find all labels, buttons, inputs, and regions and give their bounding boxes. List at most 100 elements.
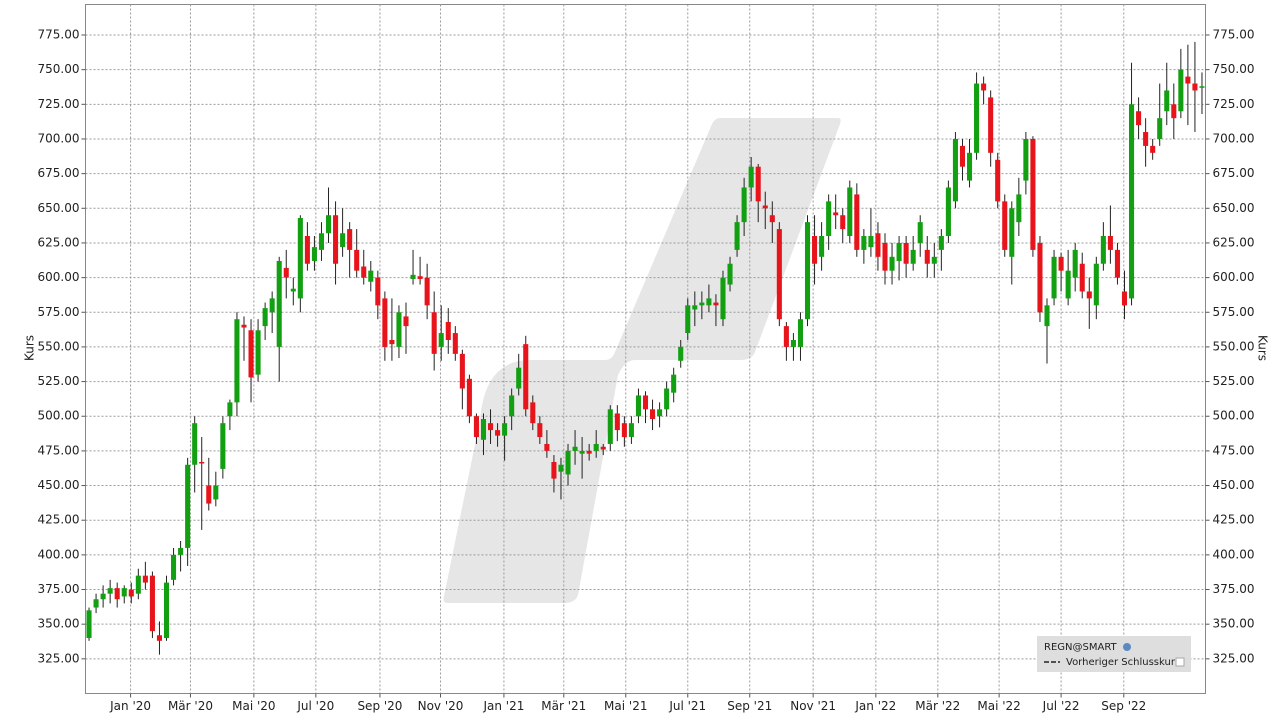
candle-body: [269, 298, 275, 313]
candle-body: [523, 344, 529, 410]
y-tick-label-right: 575.00: [1213, 305, 1255, 319]
legend-box: [1037, 636, 1191, 672]
candle-body: [318, 233, 325, 250]
candle-body: [1002, 201, 1008, 250]
y-axis-label: Kurs: [23, 335, 37, 361]
x-tick-label: Jan '21: [482, 699, 524, 713]
candle-body: [325, 215, 332, 234]
x-tick-label: Nov '20: [418, 699, 464, 713]
candle-body: [1171, 104, 1177, 119]
candle-body: [614, 413, 620, 431]
candle-body: [1129, 104, 1135, 299]
y-tick-label: 600.00: [38, 270, 80, 284]
y-tick-label: 625.00: [38, 235, 80, 249]
candle-body: [142, 575, 148, 583]
y-tick-label: 575.00: [38, 305, 80, 319]
candle-body: [600, 446, 606, 450]
candle-body: [1178, 69, 1184, 112]
candle-body: [931, 256, 937, 264]
y-tick-label: 650.00: [38, 201, 80, 215]
x-tick-label: Mai '20: [232, 699, 275, 713]
candle-body: [135, 575, 141, 594]
candle-body: [114, 588, 120, 600]
legend: REGN@SMART Vorheriger Schlusskurs: [1037, 636, 1191, 672]
candle-body: [445, 321, 451, 340]
candle-body: [452, 333, 458, 354]
y-tick-label-right: 425.00: [1213, 513, 1255, 527]
y-tick-label-right: 450.00: [1213, 478, 1255, 492]
candle-body: [516, 367, 522, 389]
candle-body: [924, 249, 930, 264]
candle-body: [1199, 86, 1205, 88]
candle-body: [340, 233, 346, 248]
candle-body: [1164, 90, 1170, 112]
x-tick-label: Sep '20: [357, 699, 402, 713]
candle-body: [417, 276, 423, 279]
candle-body: [1030, 138, 1036, 250]
y-tick-label-right: 550.00: [1213, 339, 1255, 353]
candle-body: [199, 461, 205, 464]
candle-body: [657, 409, 663, 417]
candle-body: [854, 194, 860, 250]
candle-body: [354, 249, 360, 271]
y-tick-label: 500.00: [38, 409, 80, 423]
candle-body: [1044, 305, 1050, 327]
candle-body: [241, 324, 247, 328]
candle-body: [755, 166, 761, 202]
candle-body: [847, 187, 853, 237]
candle-body: [1009, 208, 1015, 257]
candle-body: [410, 274, 416, 279]
candle-body: [727, 263, 733, 285]
candle-body: [283, 267, 289, 278]
candle-body: [347, 229, 353, 250]
y-tick-label-right: 400.00: [1213, 547, 1255, 561]
candle-body: [741, 187, 747, 223]
candle-body: [783, 326, 789, 347]
candle-body: [248, 330, 254, 378]
x-tick-label: Mär '22: [915, 699, 960, 713]
candle-body: [628, 423, 634, 438]
candle-body: [93, 599, 99, 608]
candle-body: [368, 270, 374, 282]
candle-body: [502, 423, 508, 436]
candle-body: [375, 277, 381, 306]
candle-body: [819, 236, 825, 257]
candle-body: [396, 312, 402, 347]
candle-body: [635, 395, 641, 417]
candle-body: [868, 236, 874, 248]
y-tick-label: 375.00: [38, 582, 80, 596]
y-tick-label: 700.00: [38, 131, 80, 145]
candle-body: [544, 443, 550, 451]
y-tick-label-right: 650.00: [1213, 201, 1255, 215]
candle-body: [480, 419, 487, 440]
candle-body: [1079, 263, 1085, 292]
candle-body: [769, 215, 775, 223]
candle-body: [86, 610, 92, 639]
y-tick-label-right: 325.00: [1213, 651, 1255, 665]
candle-body: [974, 83, 980, 153]
candle-body: [1121, 291, 1128, 306]
candle-body: [1192, 83, 1198, 91]
candle-body: [530, 402, 536, 424]
candle-body: [699, 302, 705, 306]
candle-body: [466, 378, 472, 417]
y-tick-label-right: 350.00: [1213, 617, 1255, 631]
candle-body: [1150, 145, 1156, 153]
candle-body: [685, 305, 691, 334]
candle-body: [149, 575, 155, 632]
candle-body: [678, 346, 684, 361]
candle-body: [692, 305, 698, 310]
candle-body: [664, 388, 670, 410]
candle-body: [255, 330, 261, 375]
y-tick-label-right: 775.00: [1213, 27, 1255, 41]
candle-body: [910, 249, 916, 264]
candle-body: [1136, 111, 1142, 126]
candle-body: [459, 353, 465, 389]
candle-body: [403, 316, 409, 327]
candle-body: [128, 589, 134, 597]
y-tick-label-right: 375.00: [1213, 582, 1255, 596]
x-tick-label: Mai '21: [604, 699, 647, 713]
legend-icon: [1123, 643, 1131, 651]
candle-body: [959, 145, 966, 167]
candle-body: [206, 485, 212, 504]
